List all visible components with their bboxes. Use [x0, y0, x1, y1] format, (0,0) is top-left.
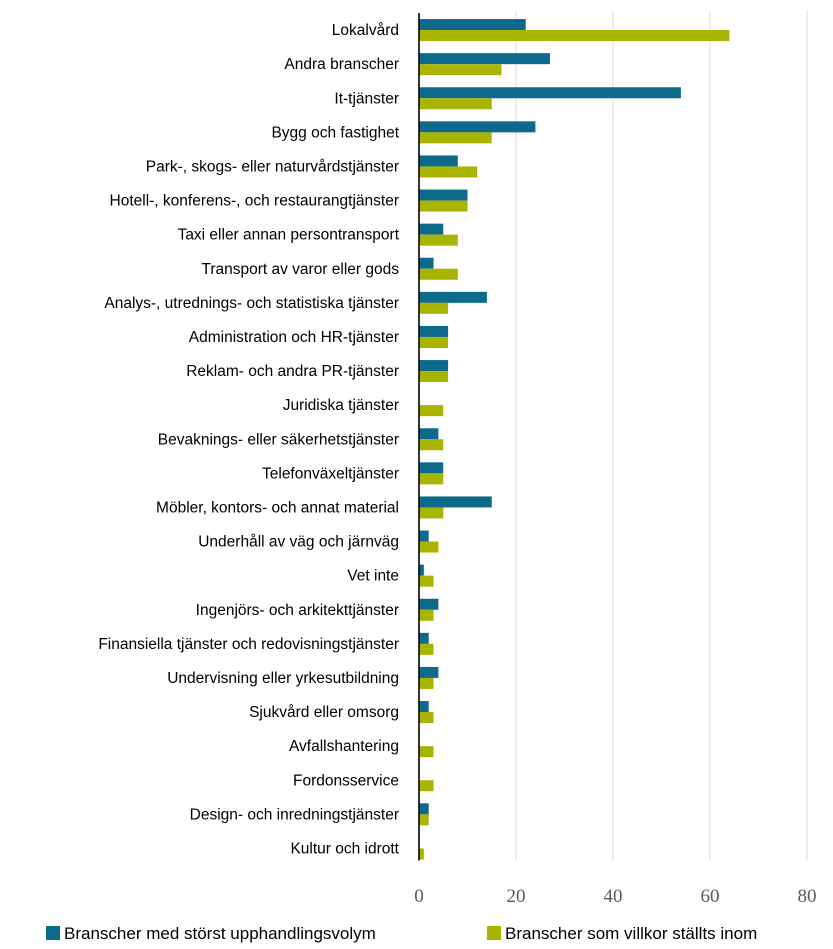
legend: Branscher med störst upphandlingsvolym Br… — [46, 924, 757, 943]
bar-series1-13 — [419, 462, 444, 474]
bar-series2-0 — [419, 30, 730, 42]
x-tick-label-1: 20 — [507, 886, 526, 907]
bar-series1-19 — [419, 666, 439, 678]
bar-series1-6 — [419, 223, 444, 235]
bar-series2-21 — [419, 746, 434, 758]
category-label-7: Transport av varor eller gods — [201, 261, 399, 278]
bar-series2-7 — [419, 268, 458, 280]
bar-series2-20 — [419, 712, 434, 724]
bar-series2-15 — [419, 541, 439, 553]
bar-series1-7 — [419, 257, 434, 269]
bar-series2-17 — [419, 609, 434, 621]
bar-series1-0 — [419, 19, 526, 31]
bar-series1-5 — [419, 189, 468, 201]
category-label-12: Bevaknings- eller säkerhetstjänster — [158, 431, 399, 448]
category-label-5: Hotell-, konferens-, och restaurangtjäns… — [110, 193, 399, 210]
bars — [419, 19, 730, 860]
bar-series2-4 — [419, 166, 478, 178]
bar-series2-12 — [419, 439, 444, 451]
category-label-23: Design- och inredningstjänster — [190, 806, 399, 823]
bar-series1-9 — [419, 325, 449, 337]
bar-series1-1 — [419, 53, 550, 65]
bar-series2-3 — [419, 132, 492, 144]
bar-series1-23 — [419, 803, 429, 815]
category-label-14: Möbler, kontors- och annat material — [156, 499, 399, 516]
category-label-17: Ingenjörs- och arkitekttjänster — [196, 602, 399, 619]
bar-series2-19 — [419, 677, 434, 689]
legend-label-2: Branscher som villkor ställts inom — [505, 924, 757, 943]
bar-series2-23 — [419, 814, 429, 826]
bar-series1-4 — [419, 155, 458, 167]
bar-series2-9 — [419, 336, 449, 348]
bar-series2-11 — [419, 405, 444, 417]
category-label-20: Sjukvård eller omsorg — [249, 704, 399, 721]
bar-series2-5 — [419, 200, 468, 212]
category-label-15: Underhåll av väg och järnväg — [198, 534, 399, 551]
category-label-16: Vet inte — [347, 568, 399, 585]
bar-series1-12 — [419, 428, 439, 440]
bar-series2-10 — [419, 371, 449, 383]
category-label-18: Finansiella tjänster och redovisningstjä… — [98, 636, 399, 653]
bar-series1-8 — [419, 291, 487, 303]
x-tick-labels: 0 20 40 60 80 — [414, 886, 816, 907]
category-label-1: Andra branscher — [284, 56, 399, 73]
category-label-2: It-tjänster — [334, 90, 399, 107]
category-label-10: Reklam- och andra PR-tjänster — [186, 363, 399, 380]
bar-series2-22 — [419, 780, 434, 792]
category-label-0: Lokalvård — [332, 22, 399, 39]
bar-series1-20 — [419, 701, 429, 713]
category-label-6: Taxi eller annan persontransport — [178, 227, 400, 244]
category-label-4: Park-, skogs- eller naturvårdstjänster — [146, 158, 399, 175]
bar-series2-8 — [419, 302, 449, 314]
category-label-11: Juridiska tjänster — [283, 397, 399, 414]
bar-series1-17 — [419, 598, 439, 610]
category-labels: Lokalvård Andra branscher It-tjänster Bygg … — [98, 22, 399, 857]
bar-series1-18 — [419, 632, 429, 644]
legend-label-1: Branscher med störst upphandlingsvolym — [64, 924, 376, 943]
category-label-3: Bygg och fastighet — [271, 124, 399, 141]
bar-series1-2 — [419, 87, 681, 99]
category-label-9: Administration och HR-tjänster — [189, 329, 399, 346]
category-label-19: Undervisning eller yrkesutbildning — [167, 670, 399, 687]
category-label-21: Avfallshantering — [289, 738, 399, 755]
category-label-8: Analys-, utrednings- och statistiska tjä… — [104, 295, 399, 312]
bar-series1-3 — [419, 121, 536, 133]
bar-series2-18 — [419, 643, 434, 655]
bar-series2-13 — [419, 473, 444, 485]
x-tick-label-2: 40 — [604, 886, 623, 907]
category-label-13: Telefonväxeltjänster — [262, 465, 399, 482]
bar-series1-10 — [419, 360, 449, 372]
legend-swatch-1 — [46, 926, 60, 940]
bar-series2-2 — [419, 98, 492, 110]
x-tick-label-3: 60 — [701, 886, 720, 907]
bar-series2-6 — [419, 234, 458, 246]
category-label-24: Kultur och idrott — [290, 840, 399, 857]
gridlines — [515, 11, 808, 861]
bar-series1-15 — [419, 530, 429, 542]
x-tick-label-0: 0 — [414, 886, 424, 907]
bar-series2-16 — [419, 575, 434, 587]
bar-series1-14 — [419, 496, 492, 508]
bar-series2-14 — [419, 507, 444, 519]
bar-series2-24 — [419, 848, 424, 860]
legend-swatch-2 — [487, 926, 501, 940]
category-label-22: Fordonsservice — [293, 772, 399, 789]
bar-series1-16 — [419, 564, 424, 576]
bar-series2-1 — [419, 64, 502, 76]
x-tick-label-4: 80 — [798, 886, 817, 907]
